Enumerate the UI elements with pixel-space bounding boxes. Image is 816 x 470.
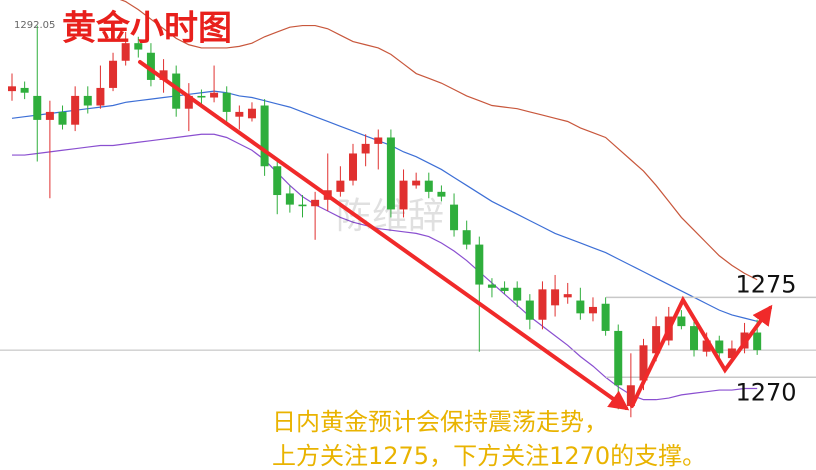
candle-body	[424, 180, 433, 192]
candle-body	[753, 332, 762, 351]
candle-body	[71, 95, 80, 125]
indicator-line	[119, 0, 758, 281]
candle-body	[285, 193, 294, 205]
candle-body	[677, 316, 686, 327]
level-label: 1275	[735, 270, 796, 298]
candle-body	[525, 300, 534, 320]
candle-body	[374, 137, 383, 144]
candle-body	[8, 86, 16, 92]
candle-body	[702, 340, 711, 352]
candle-body	[652, 326, 661, 354]
candle-body	[298, 204, 307, 207]
candle-body	[45, 111, 54, 120]
trend-arrow	[138, 60, 630, 411]
candle-body	[58, 111, 67, 125]
candle-body	[450, 204, 459, 231]
candle-body	[121, 43, 130, 61]
candle-body	[513, 287, 522, 301]
candle-body	[273, 166, 282, 196]
candle-body	[386, 137, 395, 210]
candle-body	[601, 303, 610, 331]
candle-body	[109, 60, 118, 88]
candle-body	[614, 330, 623, 386]
candle-body	[576, 300, 585, 314]
candle-body	[222, 92, 231, 112]
zigzag-arrow	[630, 295, 773, 408]
candle-body	[197, 95, 206, 98]
candle-body	[33, 95, 42, 120]
candle-body	[551, 289, 560, 306]
candle-body	[412, 180, 421, 186]
candle-body	[361, 143, 370, 154]
candle-body	[626, 385, 635, 407]
candle-body	[727, 348, 736, 359]
candle-body	[475, 244, 484, 285]
candle-body	[690, 326, 699, 351]
candle-body	[235, 111, 244, 117]
candle-body	[172, 73, 181, 109]
candle-body	[500, 287, 509, 291]
candle-body	[715, 340, 724, 354]
trend-arrows	[138, 60, 773, 411]
annotation: 日内黄金预计会保持震荡走势，	[272, 408, 608, 436]
candle-body	[588, 306, 597, 314]
indicator-line	[11, 90, 758, 322]
candle-body	[311, 199, 320, 207]
candle-body	[563, 294, 572, 298]
candle-body	[134, 43, 143, 50]
candle-body	[83, 95, 92, 106]
annotation: 上方关注1275，下方关注1270的支撑。	[272, 442, 706, 470]
candle-body	[437, 191, 446, 197]
candle-body	[639, 345, 648, 381]
candle-body	[260, 105, 269, 167]
candle-body	[210, 92, 219, 98]
chart-title: 黄金小时图	[62, 9, 232, 49]
candle-body	[538, 289, 547, 320]
candle-body	[487, 284, 496, 288]
candle-body	[159, 70, 168, 80]
level-label: 1270	[735, 378, 796, 406]
candle-body	[96, 87, 105, 106]
candle-body	[247, 108, 256, 119]
candle-body	[462, 230, 471, 245]
candle-body	[349, 153, 358, 181]
candle-body	[184, 95, 193, 109]
candle-body	[336, 180, 345, 192]
candle-body	[399, 180, 408, 210]
candle-body	[146, 52, 155, 80]
y-tick-label: 1292.05	[14, 20, 55, 31]
candle-body	[20, 87, 29, 93]
